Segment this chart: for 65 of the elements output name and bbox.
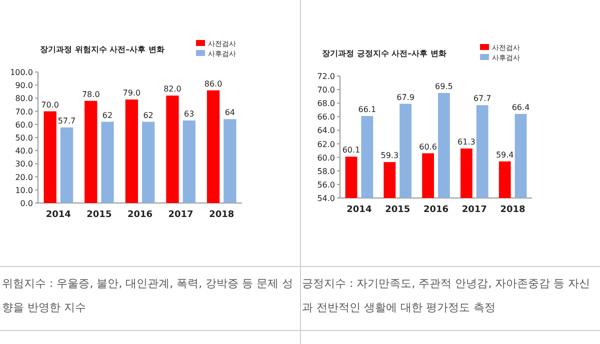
bar bbox=[224, 119, 236, 203]
data-label: 86.0 bbox=[204, 79, 222, 88]
y-tick-label: 68.0 bbox=[317, 99, 335, 108]
data-label: 66.1 bbox=[358, 104, 376, 114]
x-tick-label: 2018 bbox=[209, 210, 234, 220]
x-tick-label: 2017 bbox=[168, 210, 194, 220]
data-label: 67.9 bbox=[396, 92, 414, 102]
data-label: 57.7 bbox=[58, 116, 76, 126]
x-tick-label: 2014 bbox=[46, 210, 71, 220]
y-tick-label: 62.0 bbox=[317, 140, 335, 149]
y-tick-label: 80.0 bbox=[15, 94, 33, 104]
y-tick-label: 30.0 bbox=[15, 160, 33, 169]
bar bbox=[84, 100, 98, 203]
y-tick-label: 72.0 bbox=[317, 72, 335, 81]
y-tick-label: 20.0 bbox=[15, 172, 33, 182]
data-label: 70.0 bbox=[41, 100, 59, 110]
data-label: 60.1 bbox=[342, 146, 360, 155]
y-tick-label: 70.0 bbox=[15, 107, 33, 116]
x-tick-label: 2016 bbox=[423, 205, 449, 215]
y-tick-label: 0.0 bbox=[20, 199, 33, 208]
x-tick-label: 2018 bbox=[500, 205, 526, 215]
y-tick-label: 66.0 bbox=[317, 112, 335, 122]
y-tick-label: 60.0 bbox=[15, 120, 33, 130]
data-label: 62 bbox=[102, 110, 113, 120]
bar bbox=[60, 127, 74, 203]
data-label: 78.0 bbox=[82, 90, 100, 99]
x-tick-label: 2014 bbox=[346, 205, 372, 215]
x-tick-label: 2016 bbox=[127, 210, 153, 220]
y-tick-label: 90.0 bbox=[15, 81, 33, 90]
data-label: 82.0 bbox=[164, 84, 182, 94]
y-tick-label: 56.0 bbox=[317, 180, 335, 190]
y-tick-label: 50.0 bbox=[15, 134, 33, 142]
data-label: 63 bbox=[184, 109, 194, 118]
bar bbox=[142, 122, 155, 203]
bar bbox=[125, 100, 138, 203]
y-tick-label: 10.0 bbox=[15, 186, 33, 195]
x-tick-label: 2015 bbox=[385, 205, 410, 215]
data-label: 66.4 bbox=[512, 102, 530, 112]
y-tick-label: 54.0 bbox=[317, 194, 335, 203]
x-tick-label: 2015 bbox=[86, 210, 112, 220]
bar bbox=[182, 120, 196, 203]
y-tick-label: 100.0 bbox=[10, 68, 33, 77]
bar bbox=[101, 122, 114, 203]
y-tick-label: 60.0 bbox=[317, 153, 335, 162]
data-label: 79.0 bbox=[122, 88, 141, 98]
bar bbox=[166, 96, 179, 203]
bar bbox=[206, 90, 220, 203]
y-tick-label: 58.0 bbox=[317, 166, 335, 176]
data-label: 69.5 bbox=[435, 82, 453, 91]
data-label: 62 bbox=[143, 110, 154, 120]
chart-title: 장기과정 위험지수 사전–사후 변화 bbox=[40, 45, 164, 54]
x-tick-label: 2017 bbox=[462, 205, 487, 215]
data-label: 59.3 bbox=[380, 151, 399, 160]
text: 긍정지수 : 자기만족도, 주관적 안녕감, 자아존중감 등 자신과 전반적인 생활에 대한 평가정도 측정 bbox=[301, 276, 592, 316]
data-label: 60.6 bbox=[419, 142, 437, 152]
data-label: 61.3 bbox=[458, 138, 476, 147]
y-tick-label: 70.0 bbox=[317, 86, 335, 95]
data-label: 59.4 bbox=[496, 150, 514, 160]
y-tick-label: 40.0 bbox=[15, 146, 33, 156]
bar bbox=[44, 111, 56, 203]
data-label: 67.7 bbox=[473, 94, 492, 104]
data-label: 64 bbox=[224, 108, 236, 118]
text: 위험지수 : 우울증, 불안, 대인관계, 폭력, 강박증 등 문제 성향을 반영한 지수 bbox=[1, 276, 294, 316]
y-tick-label: 64.0 bbox=[317, 126, 335, 136]
chart-title: 장기과정 긍정지수 사전–사후 변화 bbox=[322, 49, 446, 58]
